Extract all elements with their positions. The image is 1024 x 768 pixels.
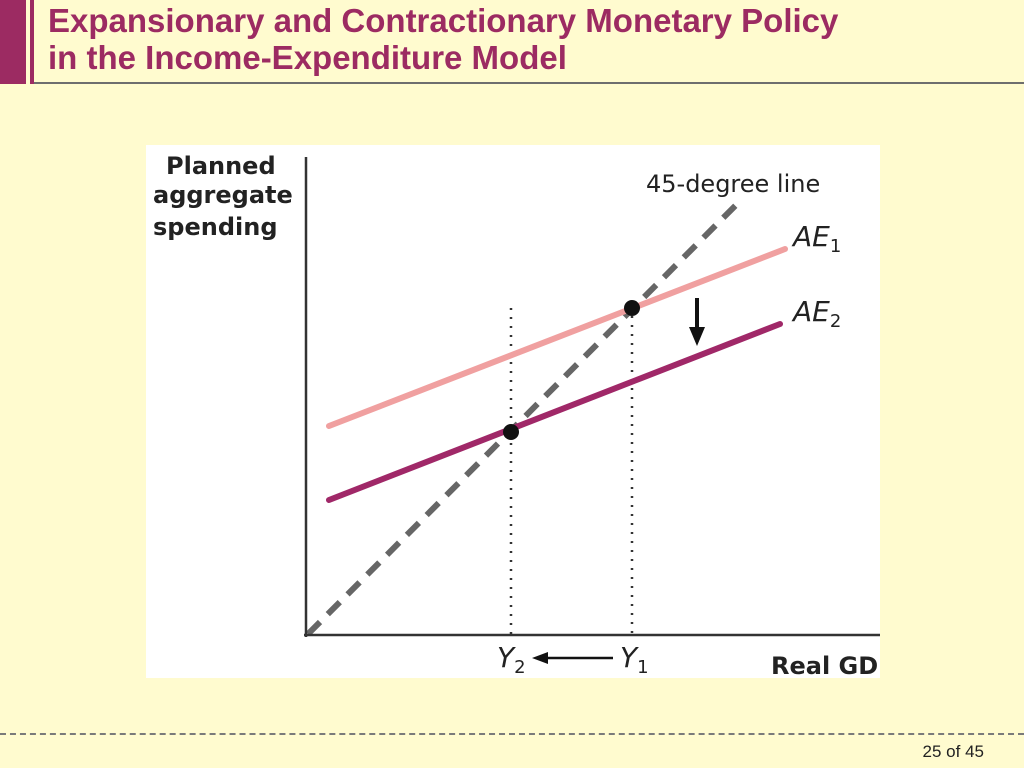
- slide-title-line-2: in the Income-Expenditure Model: [48, 39, 567, 76]
- equilibrium-point-y1: [624, 300, 640, 316]
- ae2-line: [326, 321, 783, 503]
- income-expenditure-diagram: Planned aggregate spending 45-degree lin…: [153, 152, 880, 678]
- slide-title-line-1: Expansionary and Contractionary Monetary…: [48, 2, 839, 39]
- ae2-label: AE2: [791, 295, 841, 332]
- ae2-label-main: AE: [791, 295, 830, 328]
- y2-label: Y2: [497, 641, 526, 678]
- 45-degree-line: [305, 200, 741, 637]
- x-axis-label: Real GDP: [771, 652, 880, 678]
- y-axis-label-line-1: Planned: [166, 152, 276, 180]
- title-accent-stripe: [30, 0, 34, 84]
- ae1-label: AE1: [791, 220, 841, 257]
- y-axis-label-line-3: spending: [153, 213, 278, 241]
- slide-title: Expansionary and Contractionary Monetary…: [48, 2, 1018, 76]
- y-axis-label-line-2: aggregate: [153, 181, 293, 209]
- shift-down-arrow-icon: [689, 327, 705, 346]
- ae1-label-main: AE: [791, 220, 830, 253]
- y1-label-sub: 1: [637, 657, 648, 678]
- footer-divider: [0, 733, 1024, 735]
- equilibrium-point-y2: [503, 424, 519, 440]
- ae1-line: [326, 246, 788, 429]
- y2-label-sub: 2: [514, 657, 525, 678]
- y1-label: Y1: [620, 641, 649, 678]
- diagram-panel: Planned aggregate spending 45-degree lin…: [146, 145, 880, 678]
- ae1-label-sub: 1: [830, 236, 841, 257]
- ae2-label-sub: 2: [830, 311, 841, 332]
- title-divider: [34, 82, 1024, 84]
- y1-label-main: Y: [620, 641, 639, 674]
- y2-label-main: Y: [497, 641, 516, 674]
- page-number: 25 of 45: [922, 742, 984, 761]
- left-arrow-icon: [532, 652, 548, 664]
- title-accent-bar: [0, 0, 26, 84]
- 45-degree-line-label: 45-degree line: [646, 170, 820, 198]
